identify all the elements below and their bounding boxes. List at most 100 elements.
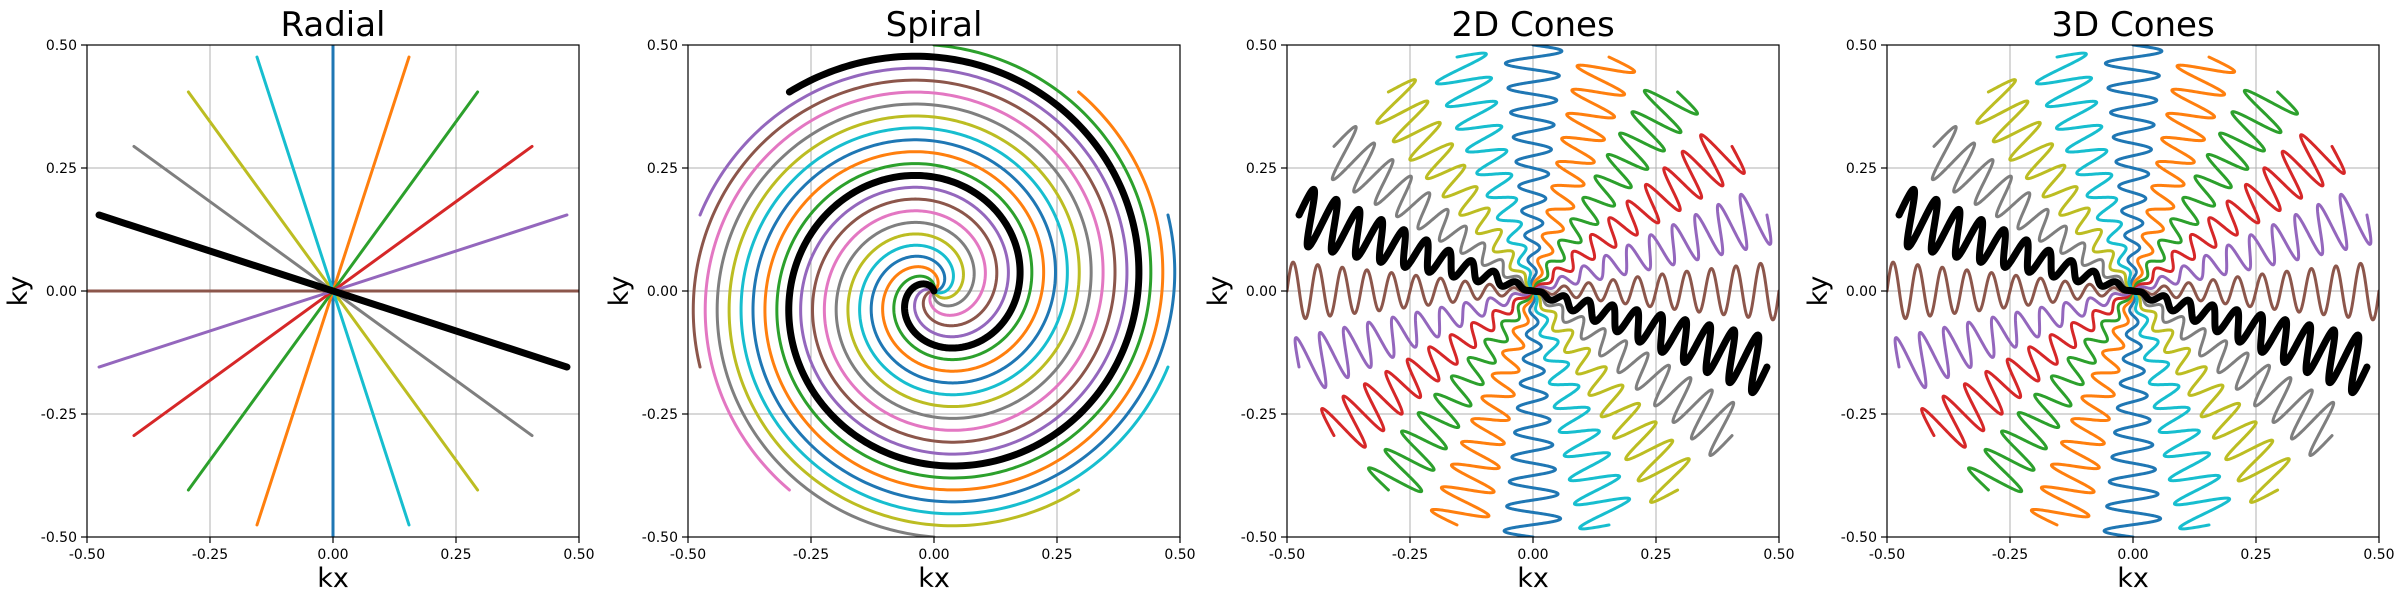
y-tick-label: -0.25 bbox=[1241, 407, 1277, 423]
trajectory-line bbox=[2131, 289, 2336, 457]
trajectory-line bbox=[1330, 125, 1535, 293]
trajectory-line bbox=[2131, 289, 2232, 531]
trajectory-line bbox=[2131, 289, 2291, 504]
y-tick-label: 0.00 bbox=[647, 284, 678, 300]
y-tick-label: -0.25 bbox=[41, 407, 77, 423]
trajectory-line bbox=[751, 138, 1177, 504]
panel-title: Spiral bbox=[886, 5, 983, 45]
trajectory-line bbox=[1531, 289, 1736, 457]
trajectory-line bbox=[1503, 45, 1564, 293]
trajectory-line bbox=[785, 52, 1143, 470]
panel-title: 3D Cones bbox=[2051, 5, 2214, 45]
trajectory-line bbox=[1531, 55, 1637, 293]
trajectory-line bbox=[691, 78, 1117, 444]
trajectory-line bbox=[1367, 289, 1535, 494]
trajectory-line bbox=[2129, 287, 2371, 397]
x-tick-label: 0.50 bbox=[2363, 547, 2394, 563]
chart-panel: -0.50 -0.25 0.00 0.25 0.50 -0.50 -0.25 0.00 0.25… bbox=[1803, 5, 2395, 594]
trajectory-line bbox=[1531, 88, 1699, 293]
y-axis-label: ky bbox=[1203, 276, 1234, 307]
x-axis-label: kx bbox=[2117, 563, 2149, 594]
panel-title: 2D Cones bbox=[1451, 5, 1614, 45]
y-tick-label: -0.50 bbox=[41, 530, 77, 546]
x-tick-label: 0.00 bbox=[2117, 547, 2148, 563]
trajectory-line bbox=[95, 211, 571, 371]
trajectory-line bbox=[1293, 289, 1535, 390]
x-tick-label: 0.50 bbox=[563, 547, 594, 563]
x-tick-label: -0.25 bbox=[1392, 547, 1428, 563]
y-tick-label: -0.50 bbox=[1241, 530, 1277, 546]
x-tick-label: 0.00 bbox=[918, 547, 949, 563]
y-tick-label: 0.50 bbox=[46, 38, 77, 54]
trajectory-line bbox=[2131, 261, 2379, 322]
x-axis-label: kx bbox=[918, 563, 950, 594]
y-tick-label: -0.50 bbox=[1841, 530, 1877, 546]
x-tick-label: -0.50 bbox=[69, 547, 105, 563]
trajectory-line bbox=[698, 66, 1129, 456]
plot-area bbox=[1287, 45, 1779, 537]
trajectory-line bbox=[1887, 260, 2135, 321]
trajectory-line bbox=[2034, 51, 2135, 293]
trajectory-line bbox=[727, 114, 1081, 528]
y-tick-label: -0.25 bbox=[1841, 407, 1877, 423]
chart-panel: -0.50 -0.25 0.00 0.25 0.50 -0.50 -0.25 0.00 0.25… bbox=[1203, 5, 1795, 594]
trajectory-line bbox=[1287, 260, 1535, 321]
y-tick-label: 0.00 bbox=[1246, 284, 1277, 300]
x-tick-label: -0.25 bbox=[192, 547, 228, 563]
trajectory-line bbox=[2131, 133, 2346, 293]
y-tick-label: 0.00 bbox=[46, 284, 77, 300]
trajectory-line bbox=[1375, 78, 1535, 293]
trajectory-line bbox=[2029, 289, 2135, 527]
chart-panel: -0.50 -0.25 0.00 0.25 0.50 -0.50 -0.25 0.00 0.25… bbox=[3, 5, 595, 594]
trajectory-line bbox=[1975, 78, 2135, 293]
x-axis-label: kx bbox=[317, 563, 349, 594]
x-tick-label: -0.50 bbox=[1869, 547, 1905, 563]
y-tick-label: 0.25 bbox=[1846, 161, 1877, 177]
x-tick-label: -0.25 bbox=[1992, 547, 2028, 563]
x-tick-label: -0.50 bbox=[670, 547, 706, 563]
x-tick-label: 0.50 bbox=[1763, 547, 1794, 563]
trajectory-line bbox=[715, 102, 1093, 537]
trajectory-line bbox=[1529, 287, 1771, 397]
trajectory-line bbox=[1320, 289, 1535, 449]
trajectory-line bbox=[1930, 125, 2135, 293]
trajectory-line bbox=[2102, 289, 2163, 537]
trajectory-line bbox=[2103, 45, 2164, 293]
trajectory-line bbox=[1434, 51, 1535, 293]
plot-area bbox=[1887, 45, 2379, 537]
x-tick-label: 0.25 bbox=[1640, 547, 1671, 563]
y-tick-label: 0.50 bbox=[1846, 38, 1877, 54]
x-tick-label: -0.25 bbox=[793, 547, 829, 563]
y-tick-label: 0.50 bbox=[647, 38, 678, 54]
y-axis-label: ky bbox=[3, 276, 34, 307]
x-tick-label: 0.25 bbox=[2240, 547, 2271, 563]
y-tick-label: 0.25 bbox=[647, 161, 678, 177]
y-tick-label: 0.50 bbox=[1246, 38, 1277, 54]
trajectory-line bbox=[1967, 289, 2135, 494]
trajectory-line bbox=[1502, 289, 1563, 537]
y-tick-label: -0.25 bbox=[642, 407, 678, 423]
trajectory-line bbox=[739, 126, 1170, 516]
trajectory-line bbox=[2131, 88, 2299, 293]
trajectory-line bbox=[1531, 289, 1632, 531]
trajectory-line bbox=[703, 90, 1105, 492]
trajectory-line bbox=[1895, 185, 2137, 295]
y-tick-label: -0.50 bbox=[642, 530, 678, 546]
trajectory-line bbox=[763, 90, 1165, 492]
x-tick-label: 0.00 bbox=[1517, 547, 1548, 563]
trajectory-line bbox=[1531, 261, 1779, 322]
x-tick-label: 0.00 bbox=[317, 547, 348, 563]
x-tick-label: -0.50 bbox=[1269, 547, 1305, 563]
trajectory-line bbox=[2131, 55, 2237, 293]
x-axis-label: kx bbox=[1517, 563, 1549, 594]
trajectory-line bbox=[2131, 192, 2373, 293]
y-axis-label: ky bbox=[1803, 276, 1834, 307]
plot-area bbox=[87, 45, 579, 537]
y-tick-label: 0.25 bbox=[1246, 161, 1277, 177]
trajectory-line bbox=[1531, 192, 1773, 293]
y-tick-label: 0.00 bbox=[1846, 284, 1877, 300]
trajectory-line bbox=[1429, 289, 1535, 527]
trajectory-line bbox=[775, 45, 1153, 480]
trajectory-line bbox=[1920, 289, 2135, 449]
